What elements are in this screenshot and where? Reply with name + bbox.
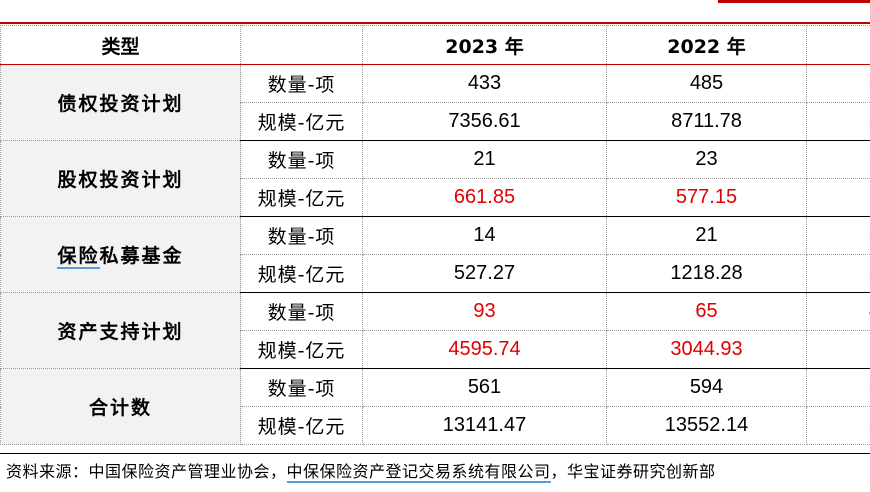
- value-change: -8: [806, 140, 870, 179]
- value-change: -1: [806, 102, 870, 141]
- value-2022: 594: [606, 368, 807, 407]
- value-change: -3: [806, 406, 870, 445]
- value-change: -1: [806, 64, 870, 103]
- table-row: 资产支持计划 数量-项 93 65 4: [0, 292, 870, 369]
- category-part-underlined: 保险: [57, 245, 100, 269]
- unit-cell: 数量-项: [240, 368, 363, 407]
- value-2023: 93: [362, 292, 607, 331]
- unit-cell: 数量-项: [240, 216, 363, 255]
- header-unit: [240, 25, 363, 65]
- top-rule: [0, 22, 870, 24]
- unit-cell: 数量-项: [240, 140, 363, 179]
- value-change: -5: [806, 254, 870, 293]
- category-cell: 债权投资计划: [0, 64, 241, 141]
- value-2022: 1218.28: [606, 254, 807, 293]
- value-2023: 433: [362, 64, 607, 103]
- category-cell: 合计数: [0, 368, 241, 445]
- table-row: 合计数 数量-项 561 594 -5: [0, 368, 870, 445]
- value-2023: 527.27: [362, 254, 607, 293]
- unit-cell: 规模-亿元: [240, 102, 363, 141]
- value-2023: 21: [362, 140, 607, 179]
- category-cell: 保险私募基金: [0, 216, 241, 293]
- value-change: 1: [806, 178, 870, 217]
- header-type: 类型: [0, 25, 241, 65]
- top-accent-bar: [718, 0, 870, 3]
- value-2022: 3044.93: [606, 330, 807, 369]
- value-change: -3: [806, 216, 870, 255]
- value-change: 5: [806, 330, 870, 369]
- table-row: 保险私募基金 数量-项 14 21 -3: [0, 216, 870, 293]
- value-2023: 7356.61: [362, 102, 607, 141]
- category-part: 私募基金: [99, 245, 184, 267]
- header-2023: 2023 年: [362, 25, 607, 65]
- unit-cell: 规模-亿元: [240, 330, 363, 369]
- value-2022: 21: [606, 216, 807, 255]
- unit-cell: 规模-亿元: [240, 406, 363, 445]
- header-2022: 2022 年: [606, 25, 807, 65]
- insurance-asset-table: 类型 2023 年 2022 年 债权投资计划 数量-项 433 485 -1 …: [0, 25, 870, 445]
- table-row: 债权投资计划 数量-项 433 485 -1: [0, 64, 870, 141]
- value-2023: 13141.47: [362, 406, 607, 445]
- header-change: [806, 25, 870, 65]
- unit-cell: 数量-项: [240, 64, 363, 103]
- value-2023: 661.85: [362, 178, 607, 217]
- table-row: 规模-亿元 13141.47 13552.14 -3: [1, 406, 870, 445]
- source-linked-text: 中保保险资产登记交易系统有限公司: [286, 462, 551, 483]
- unit-cell: 数量-项: [240, 292, 363, 331]
- value-2022: 13552.14: [606, 406, 807, 445]
- category-cell: 资产支持计划: [0, 292, 241, 369]
- table-row: 规模-亿元 7356.61 8711.78 -1: [1, 102, 870, 141]
- table-row: 股权投资计划 数量-项 21 23 -8: [0, 140, 870, 217]
- value-2022: 577.15: [606, 178, 807, 217]
- source-prefix: 资料来源：中国保险资产管理业协会，: [6, 462, 287, 481]
- value-2023: 14: [362, 216, 607, 255]
- value-2022: 65: [606, 292, 807, 331]
- source-suffix: ，华宝证券研究创新部: [550, 462, 716, 481]
- value-2022: 8711.78: [606, 102, 807, 141]
- table-row: 规模-亿元 527.27 1218.28 -5: [1, 254, 870, 293]
- table-row: 规模-亿元 661.85 577.15 1: [1, 178, 870, 217]
- value-2023: 561: [362, 368, 607, 407]
- value-2023: 4595.74: [362, 330, 607, 369]
- header-row: 类型 2023 年 2022 年: [0, 25, 870, 65]
- table-row: 规模-亿元 4595.74 3044.93 5: [1, 330, 870, 369]
- unit-cell: 规模-亿元: [240, 254, 363, 293]
- bottom-rule: [0, 453, 870, 454]
- source-note: 资料来源：中国保险资产管理业协会，中保保险资产登记交易系统有限公司，华宝证券研究…: [6, 458, 870, 483]
- value-change: -5: [806, 368, 870, 407]
- unit-cell: 规模-亿元: [240, 178, 363, 217]
- value-2022: 485: [606, 64, 807, 103]
- value-change: 4: [806, 292, 870, 331]
- category-cell: 股权投资计划: [0, 140, 241, 217]
- value-2022: 23: [606, 140, 807, 179]
